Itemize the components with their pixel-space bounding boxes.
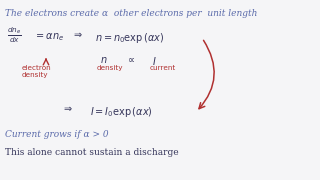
Text: $\Rightarrow$: $\Rightarrow$ [62, 105, 74, 114]
Text: density: density [97, 65, 124, 71]
Text: The electrons create α  other electrons per  unit length: The electrons create α other electrons p… [5, 9, 257, 18]
Text: $\propto$: $\propto$ [126, 55, 136, 64]
Text: current: current [150, 65, 176, 71]
Text: $n$: $n$ [100, 55, 108, 65]
Text: $\Rightarrow$: $\Rightarrow$ [72, 31, 84, 40]
Text: This alone cannot sustain a discharge: This alone cannot sustain a discharge [5, 148, 179, 157]
Text: $n = n_0\exp\left(\alpha x\right)$: $n = n_0\exp\left(\alpha x\right)$ [95, 31, 164, 45]
Text: electron
density: electron density [22, 65, 52, 78]
Text: Current grows if α > 0: Current grows if α > 0 [5, 130, 108, 139]
Text: $I = I_0\exp\left(\alpha x\right)$: $I = I_0\exp\left(\alpha x\right)$ [90, 105, 153, 119]
Text: $\frac{dn_e}{dx}$: $\frac{dn_e}{dx}$ [7, 25, 21, 45]
Text: $= \alpha n_e$: $= \alpha n_e$ [34, 31, 64, 43]
Text: $I$: $I$ [152, 55, 156, 67]
